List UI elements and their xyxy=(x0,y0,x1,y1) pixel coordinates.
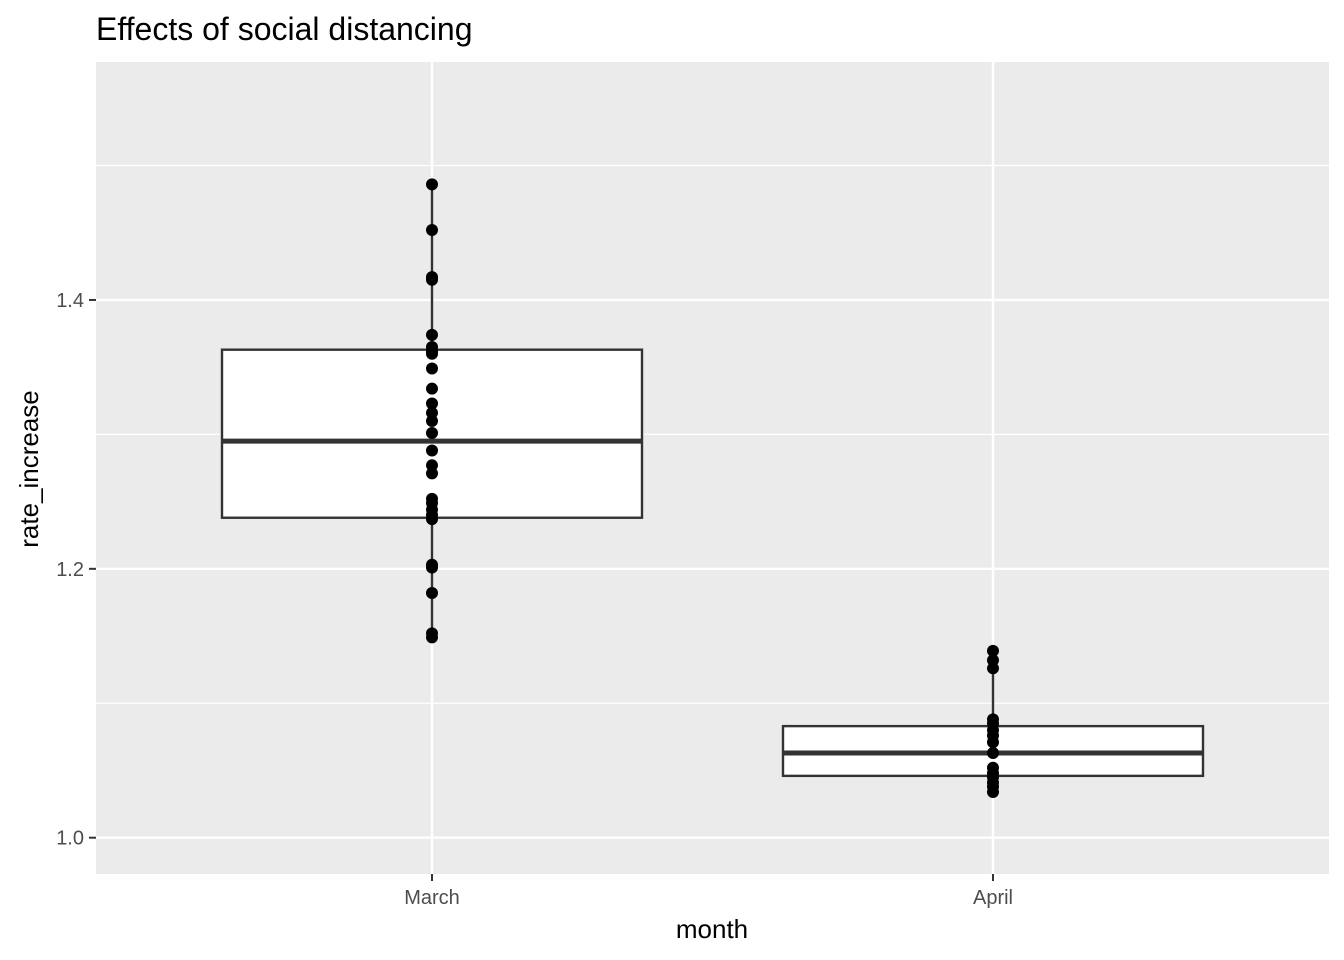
x-axis-title: month xyxy=(676,914,748,944)
data-point xyxy=(426,224,438,237)
data-point xyxy=(426,467,438,480)
x-tick-label: March xyxy=(404,887,460,909)
y-axis: 1.0 1.2 1.4 xyxy=(56,290,96,850)
data-point xyxy=(426,273,438,286)
data-point xyxy=(987,785,999,798)
x-axis: March April xyxy=(404,874,1013,909)
data-point xyxy=(426,362,438,375)
data-point xyxy=(426,328,438,341)
data-point xyxy=(426,631,438,644)
chart-title: Effects of social distancing xyxy=(96,11,473,47)
data-point xyxy=(426,178,438,191)
data-point xyxy=(426,587,438,600)
data-point xyxy=(987,736,999,749)
data-point xyxy=(426,347,438,360)
data-point xyxy=(426,561,438,574)
y-tick-label: 1.0 xyxy=(56,828,84,850)
data-point xyxy=(987,747,999,760)
y-tick-label: 1.4 xyxy=(56,290,84,312)
data-point xyxy=(987,644,999,657)
data-points xyxy=(426,178,999,798)
data-point xyxy=(426,414,438,427)
data-point xyxy=(987,662,999,675)
data-point xyxy=(426,513,438,526)
data-point xyxy=(426,397,438,410)
x-tick-label: April xyxy=(973,887,1013,909)
data-point xyxy=(426,382,438,395)
y-tick-label: 1.2 xyxy=(56,559,84,581)
data-point xyxy=(426,444,438,457)
y-axis-title: rate_increase xyxy=(14,390,44,548)
data-point xyxy=(426,427,438,440)
